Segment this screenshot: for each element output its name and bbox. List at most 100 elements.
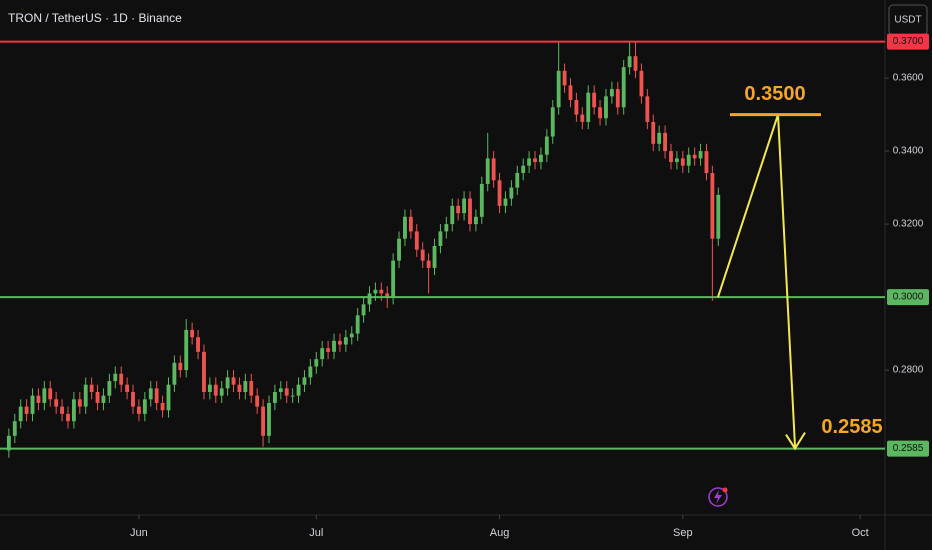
candle-body (604, 96, 608, 119)
candle-body (432, 246, 437, 268)
candle-body (267, 402, 271, 436)
candle-body (562, 70, 567, 86)
currency-label[interactable]: USDT (894, 15, 921, 26)
candle-body (403, 216, 407, 239)
candle-body (420, 249, 425, 261)
y-tick-label: 0.3600 (893, 73, 924, 84)
y-tick-label: 0.3400 (893, 146, 924, 157)
candle-body (225, 377, 230, 389)
candle-body (710, 173, 715, 239)
candle-body (213, 384, 218, 396)
alert-bolt[interactable] (714, 490, 722, 504)
level-price-label: 0.3000 (893, 292, 924, 303)
candle-body (627, 56, 632, 68)
candle-body (172, 362, 177, 385)
level-price-label: 0.2585 (893, 443, 924, 454)
candle-body (332, 340, 336, 352)
candle-body (131, 391, 135, 407)
candle-body (107, 381, 112, 396)
candle-body (680, 158, 685, 166)
candle-body (355, 315, 360, 334)
alert-icon[interactable] (708, 487, 728, 507)
candle-body (462, 198, 466, 214)
x-tick-label: Aug (490, 527, 510, 539)
candle-body (308, 366, 313, 378)
candle-body (119, 373, 124, 385)
candle-body (669, 151, 673, 163)
candle-body (574, 100, 579, 115)
candle-body (184, 329, 189, 371)
candle-body (633, 56, 638, 71)
candle-body (142, 399, 147, 414)
candle-body (533, 158, 537, 163)
level-price-box (887, 33, 929, 50)
candle-body (556, 70, 561, 108)
candle-body (645, 96, 650, 122)
candle-body (704, 151, 709, 174)
candle-body (698, 151, 703, 159)
target-label: 0.3500 (744, 83, 805, 105)
candle-body (255, 395, 260, 407)
candle-body (621, 67, 626, 108)
candle-body (36, 395, 41, 403)
candle-body (544, 136, 549, 155)
candle-body (272, 391, 277, 403)
candle-body (12, 421, 17, 436)
level-price-box (887, 289, 929, 306)
candle-body (580, 114, 585, 122)
candle-body (18, 406, 23, 422)
candle-body (296, 384, 301, 396)
candle-body (101, 395, 106, 403)
candle-body (598, 107, 602, 119)
candle-body (592, 92, 597, 108)
candle-body (515, 173, 520, 188)
candle-body (219, 388, 224, 396)
alert-dot[interactable] (722, 487, 728, 493)
candle-body (243, 381, 248, 392)
candle-body (539, 154, 543, 163)
candle-body (491, 158, 496, 181)
candle-body (89, 384, 94, 392)
candle-body (686, 154, 691, 166)
candle-body (154, 388, 159, 403)
candle-body (367, 293, 372, 305)
candle-body (509, 187, 514, 199)
candle-body (674, 158, 679, 163)
candle-body (456, 205, 461, 214)
candle-body (716, 194, 721, 239)
candle-body (278, 388, 283, 392)
candle-body (391, 260, 396, 298)
candle-body (343, 337, 348, 345)
candle-body (609, 89, 614, 97)
candle-body (237, 384, 242, 392)
candle-body (190, 329, 195, 338)
candle-body (550, 107, 555, 137)
candle-body (473, 216, 478, 225)
candle-body (450, 205, 455, 225)
candle-body (249, 381, 254, 396)
candle-body (54, 399, 59, 407)
candle-body (137, 406, 141, 414)
candle-body (320, 348, 325, 360)
candle-body (385, 293, 390, 298)
candle-body (42, 388, 47, 403)
candle-body (24, 406, 29, 414)
alert-ring[interactable] (708, 487, 728, 507)
candle-body (178, 362, 183, 371)
x-tick-label: Sep (673, 527, 693, 539)
candle-body (408, 216, 413, 232)
candle-body (426, 260, 431, 268)
candle-body (586, 92, 591, 122)
candle-body (338, 340, 342, 345)
y-tick-label: 0.3200 (893, 219, 924, 230)
candle-body (290, 395, 295, 397)
candle-body (261, 406, 265, 436)
candle-body (651, 121, 656, 144)
candle-body (77, 399, 82, 407)
candle-body (302, 377, 307, 385)
candle-body (202, 351, 206, 392)
candle-body (444, 224, 449, 232)
candle-body (95, 391, 100, 403)
